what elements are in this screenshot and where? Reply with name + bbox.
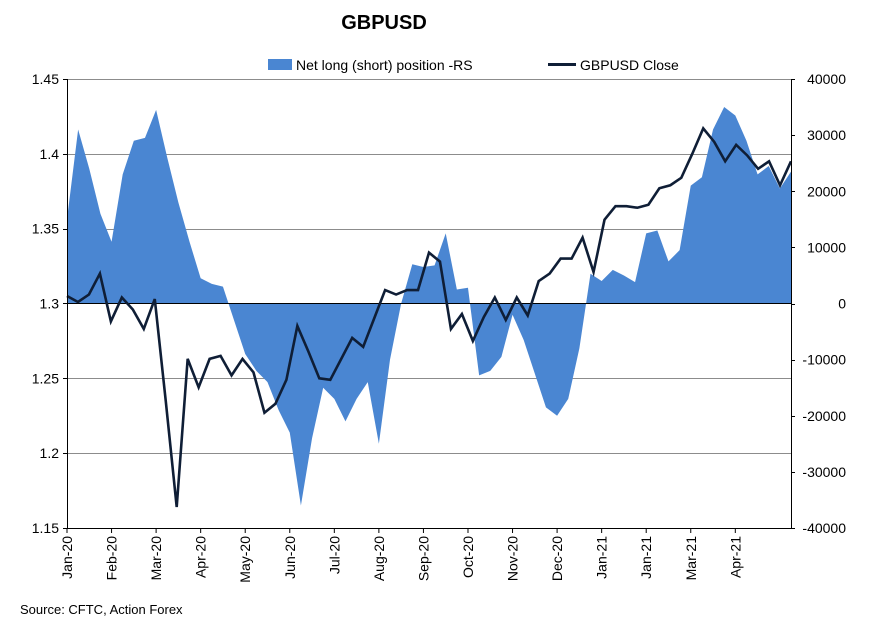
x-tick-label: Apr-21 (727, 536, 743, 578)
right-tick-label: 20000 (807, 183, 846, 199)
left-tick-label: 1.45 (32, 71, 59, 87)
x-tick-label: Dec-20 (549, 536, 565, 581)
right-tick-label: 40000 (807, 71, 846, 87)
right-tick-label: -10000 (802, 352, 846, 368)
left-tick-label: 1.4 (40, 146, 60, 162)
right-tick-label: 0 (838, 296, 846, 312)
right-tick-label: -30000 (802, 464, 846, 480)
x-tick-label: May-20 (237, 536, 253, 583)
x-tick-label: Jan-21 (638, 536, 654, 579)
x-tick-label: Mar-20 (148, 536, 164, 581)
right-tick-label: 10000 (807, 239, 846, 255)
x-tick-label: Sep-20 (415, 536, 431, 581)
left-tick-label: 1.15 (32, 520, 59, 536)
x-tick-label: Oct-20 (460, 536, 476, 578)
area-series-group (67, 107, 791, 506)
net-position-area (67, 107, 791, 506)
gbpusd-close-line (66, 125, 793, 508)
x-tick-label: Jan-20 (59, 536, 75, 579)
x-tick-label: Nov-20 (505, 536, 521, 581)
x-tick-label: Feb-20 (104, 536, 120, 581)
x-tick-label: Mar-21 (683, 536, 699, 581)
legend: Net long (short) position -RS GBPUSD Clo… (268, 57, 679, 73)
x-tick-label: Jul-20 (326, 536, 342, 574)
x-axis-tick-labels: Jan-20 Feb-20 Mar-20 Apr-20 May-20 Jun-20 Jul-… (59, 536, 743, 583)
x-tick-label: Apr-20 (193, 536, 209, 578)
left-tick-label: 1.25 (32, 370, 59, 386)
left-axis-tick-labels: 1.15 1.2 1.25 1.3 1.35 1.4 1.45 (32, 71, 59, 536)
legend-line-label: GBPUSD Close (580, 57, 679, 73)
x-tick-label: Aug-20 (371, 536, 387, 581)
line-series-group (66, 125, 793, 508)
right-tick-label: 30000 (807, 127, 846, 143)
right-tick-label: -20000 (802, 408, 846, 424)
legend-area-swatch (268, 59, 292, 70)
right-tick-label: -40000 (802, 520, 846, 536)
source-note: Source: CFTC, Action Forex (20, 602, 183, 617)
x-tick-label: Jun-20 (282, 536, 298, 579)
right-axis-tick-labels: -40000 -30000 -20000 -10000 0 10000 20000 30000… (802, 71, 846, 536)
legend-area-label: Net long (short) position -RS (296, 57, 473, 73)
left-tick-label: 1.35 (32, 221, 59, 237)
x-tick-label: Jan-21 (594, 536, 610, 579)
chart-title: GBPUSD (341, 12, 427, 34)
axes (63, 79, 795, 533)
left-tick-label: 1.2 (40, 445, 60, 461)
left-tick-label: 1.3 (40, 296, 60, 312)
